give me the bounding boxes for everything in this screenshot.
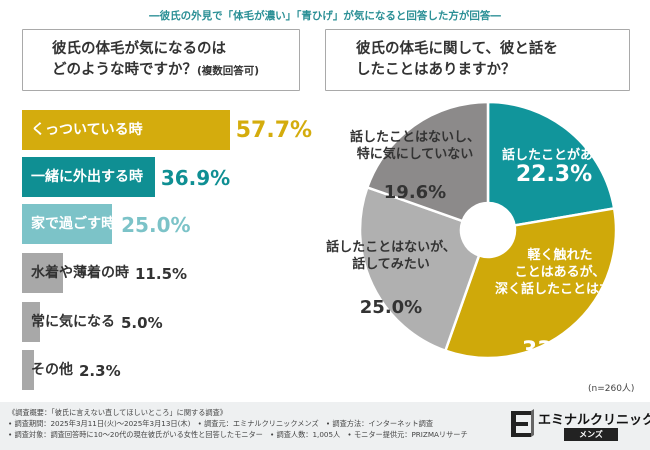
bar-row: その他 2.3% (22, 350, 312, 390)
slice-value-label: 25.0% (360, 297, 422, 318)
slice-value-label: 22.3% (516, 162, 592, 187)
top-caption: ―彼氏の外見で「体毛が濃い」「青ひげ」が気になると回答した方が回答― (149, 10, 501, 22)
donut-slice (365, 100, 490, 223)
bar-row: くっついている時 57.7% (22, 110, 312, 150)
bar-value-label: 2.3% (79, 362, 121, 380)
bar-category-label: その他 (31, 362, 73, 378)
clinic-logo: エミナルクリニック メンズ (508, 409, 650, 445)
bar-row: 水着や薄着の時 11.5% (22, 253, 312, 293)
slice-label: 話したことがある (502, 147, 606, 163)
bar-value-label: 11.5% (135, 265, 188, 283)
bar-row: 一緒に外出する時 36.9% (22, 157, 312, 197)
bar (22, 204, 112, 244)
right-question-box: 彼氏の体毛に関して、彼と話を したことはありますか？ (325, 29, 630, 91)
bar-value-label: 25.0% (121, 213, 191, 237)
slice-label: 話したことはないし、 (350, 129, 480, 145)
footer-detail-line: • 調査期間：2025年3月11日(火)～2025年3月13日(木) • 調査元… (8, 419, 434, 428)
bar (22, 157, 155, 197)
slice-label: 話したことはないが、 (326, 239, 456, 255)
right-question-line-1: 彼氏の体毛に関して、彼と話を (356, 41, 558, 57)
bar-category-label: 水着や薄着の時 (31, 265, 129, 281)
slice-label: 深く話したことはない (495, 281, 625, 297)
slice-label: 話してみたい (352, 256, 430, 272)
bar-category-label: 常に気になる (31, 314, 115, 330)
bar-category-label: くっついている時 (31, 122, 143, 138)
sample-size-label: (n=260人) (588, 384, 635, 394)
logo-sub: メンズ (564, 428, 618, 441)
slice-label: 特に気にしていない (357, 146, 474, 162)
left-question-note: (複数回答可) (197, 65, 260, 77)
left-question-line-2-text: どのような時ですか？ (52, 62, 197, 78)
slice-value-label: 19.6% (384, 182, 446, 203)
left-question-line-1: 彼氏の体毛が気になるのは (52, 41, 226, 57)
donut-slice (443, 206, 618, 360)
bar (22, 302, 40, 342)
bar-row: 家で過ごす時 25.0% (22, 204, 312, 244)
left-question-box: 彼氏の体毛が気になるのは どのような時ですか？(複数回答可) (22, 29, 300, 91)
bar (22, 110, 230, 150)
bar-value-label: 36.9% (160, 166, 231, 190)
donut-slice (486, 100, 616, 227)
bar-row: 常に気になる 5.0% (22, 302, 312, 342)
slice-label: 軽く触れた (527, 247, 592, 263)
slice-label: ことはあるが、 (515, 264, 606, 280)
left-question-line-2: どのような時ですか？(複数回答可) (52, 60, 299, 82)
logo-mark-icon (511, 409, 534, 437)
bar (22, 253, 64, 293)
bar-value-label: 5.0% (121, 314, 163, 332)
bar-category-label: 一緒に外出する時 (31, 169, 143, 185)
slice-value-label: 33.1% (522, 338, 598, 363)
footer-title: 《調査概要：「彼氏に言えない直してほしいところ」に関する調査》 (8, 408, 227, 417)
footer-detail-line: • 調査対象：調査回答時に10～20代の現在彼氏がいる女性と回答したモニター •… (8, 430, 468, 439)
bar (22, 350, 34, 390)
donut-slice (358, 185, 481, 353)
logo-name: エミナルクリニック (538, 413, 650, 428)
bar-value-label: 57.7% (235, 118, 313, 143)
right-question-line-2: したことはありますか？ (356, 62, 516, 78)
survey-footer: 《調査概要：「彼氏に言えない直してほしいところ」に関する調査》 • 調査期間：2… (0, 402, 650, 450)
bar-category-label: 家で過ごす時 (31, 216, 116, 232)
